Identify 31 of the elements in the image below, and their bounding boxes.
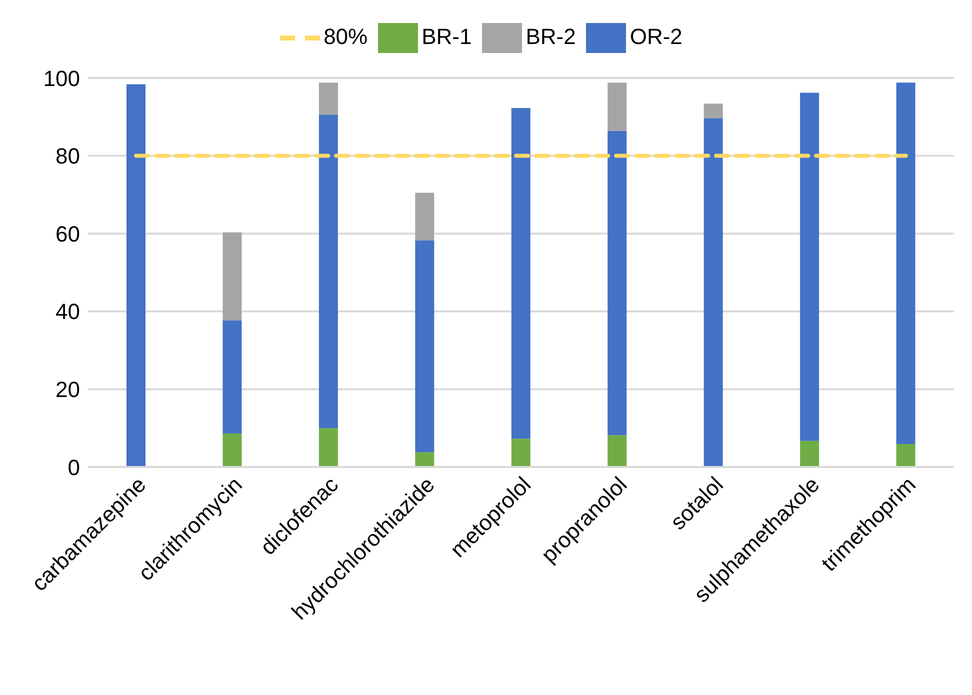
legend-label: BR-2 [526, 24, 576, 49]
bar [126, 84, 146, 467]
bar [608, 82, 627, 131]
legend-label: OR-2 [630, 24, 682, 49]
bar [415, 240, 434, 452]
bar [222, 434, 242, 467]
bar [511, 438, 530, 467]
bar [415, 192, 434, 240]
legend-label: BR-1 [422, 24, 472, 49]
y-tick-label: 40 [56, 299, 80, 324]
bar [318, 428, 338, 467]
bar [511, 108, 530, 439]
y-tick-label: 80 [56, 144, 80, 169]
bar [415, 452, 434, 467]
bar [896, 444, 916, 467]
y-tick-label: 60 [56, 221, 80, 246]
y-tick-label: 0 [68, 454, 80, 480]
bar [318, 82, 338, 115]
bar [800, 92, 820, 441]
bar [704, 104, 723, 118]
bar [318, 114, 338, 428]
bar [608, 435, 627, 467]
bar [704, 118, 723, 467]
bar [800, 440, 820, 467]
bar [222, 320, 242, 434]
bar [222, 232, 242, 320]
legend-label: 80% [324, 24, 368, 49]
bar [896, 82, 916, 444]
y-tick-label: 100 [43, 66, 80, 91]
bar [608, 130, 627, 436]
y-tick-label: 20 [56, 377, 80, 402]
